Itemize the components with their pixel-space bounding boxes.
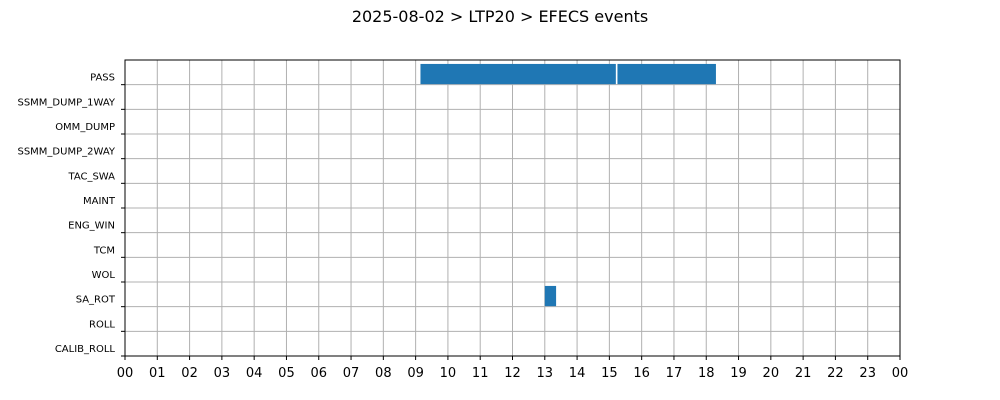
event-bar <box>617 63 716 85</box>
x-tick-label: 04 <box>246 366 263 381</box>
x-tick-label: 13 <box>537 366 554 381</box>
event-bar <box>544 285 557 307</box>
x-tick-label: 02 <box>181 366 198 381</box>
y-tick-label: TAC_SWA <box>67 171 115 182</box>
y-tick-label: MAINT <box>83 196 116 207</box>
x-tick-label: 12 <box>504 366 521 381</box>
y-tick-label: ROLL <box>89 319 115 330</box>
x-tick-label: 21 <box>795 366 812 381</box>
x-tick-label: 03 <box>214 366 231 381</box>
y-tick-label: SA_ROT <box>76 295 116 306</box>
event-bars <box>420 63 716 307</box>
x-tick-label: 00 <box>117 366 134 381</box>
x-tick-label: 22 <box>827 366 844 381</box>
y-tick-label: SSMM_DUMP_1WAY <box>17 97 115 108</box>
x-axis: 00 01 02 03 04 05 06 07 08 09 10 11 12 13 14 15 16 17 18 19… <box>117 356 909 381</box>
x-tick-label: 05 <box>278 366 295 381</box>
y-tick-label: WOL <box>92 270 116 281</box>
x-tick-label: 09 <box>407 366 424 381</box>
x-tick-label: 20 <box>763 366 780 381</box>
chart-title: 2025-08-02 > LTP20 > EFECS events <box>352 7 648 26</box>
x-tick-label: 10 <box>440 366 457 381</box>
y-tick-label: TCM <box>93 245 115 256</box>
x-tick-label: 08 <box>375 366 392 381</box>
event-bar <box>420 63 616 85</box>
y-tick-label: ENG_WIN <box>68 221 115 232</box>
x-tick-label: 14 <box>569 366 586 381</box>
x-tick-label: 23 <box>859 366 876 381</box>
x-tick-label: 06 <box>310 366 327 381</box>
y-axis: PASS SSMM_DUMP_1WAY OMM_DUMP SSMM_DUMP_2WAY… <box>17 73 125 357</box>
x-tick-label: 07 <box>343 366 360 381</box>
grid <box>124 60 901 357</box>
x-tick-label: 16 <box>633 366 650 381</box>
y-tick-label: PASS <box>90 73 115 84</box>
y-tick-label: CALIB_ROLL <box>55 344 116 355</box>
y-tick-label: SSMM_DUMP_2WAY <box>17 147 115 158</box>
x-tick-label: 11 <box>472 366 489 381</box>
x-tick-label: 00 <box>892 366 909 381</box>
x-tick-label: 19 <box>730 366 747 381</box>
x-tick-label: 18 <box>698 366 715 381</box>
y-tick-label: OMM_DUMP <box>55 122 115 133</box>
x-tick-label: 01 <box>149 366 166 381</box>
x-tick-label: 17 <box>666 366 683 381</box>
x-tick-label: 15 <box>601 366 618 381</box>
